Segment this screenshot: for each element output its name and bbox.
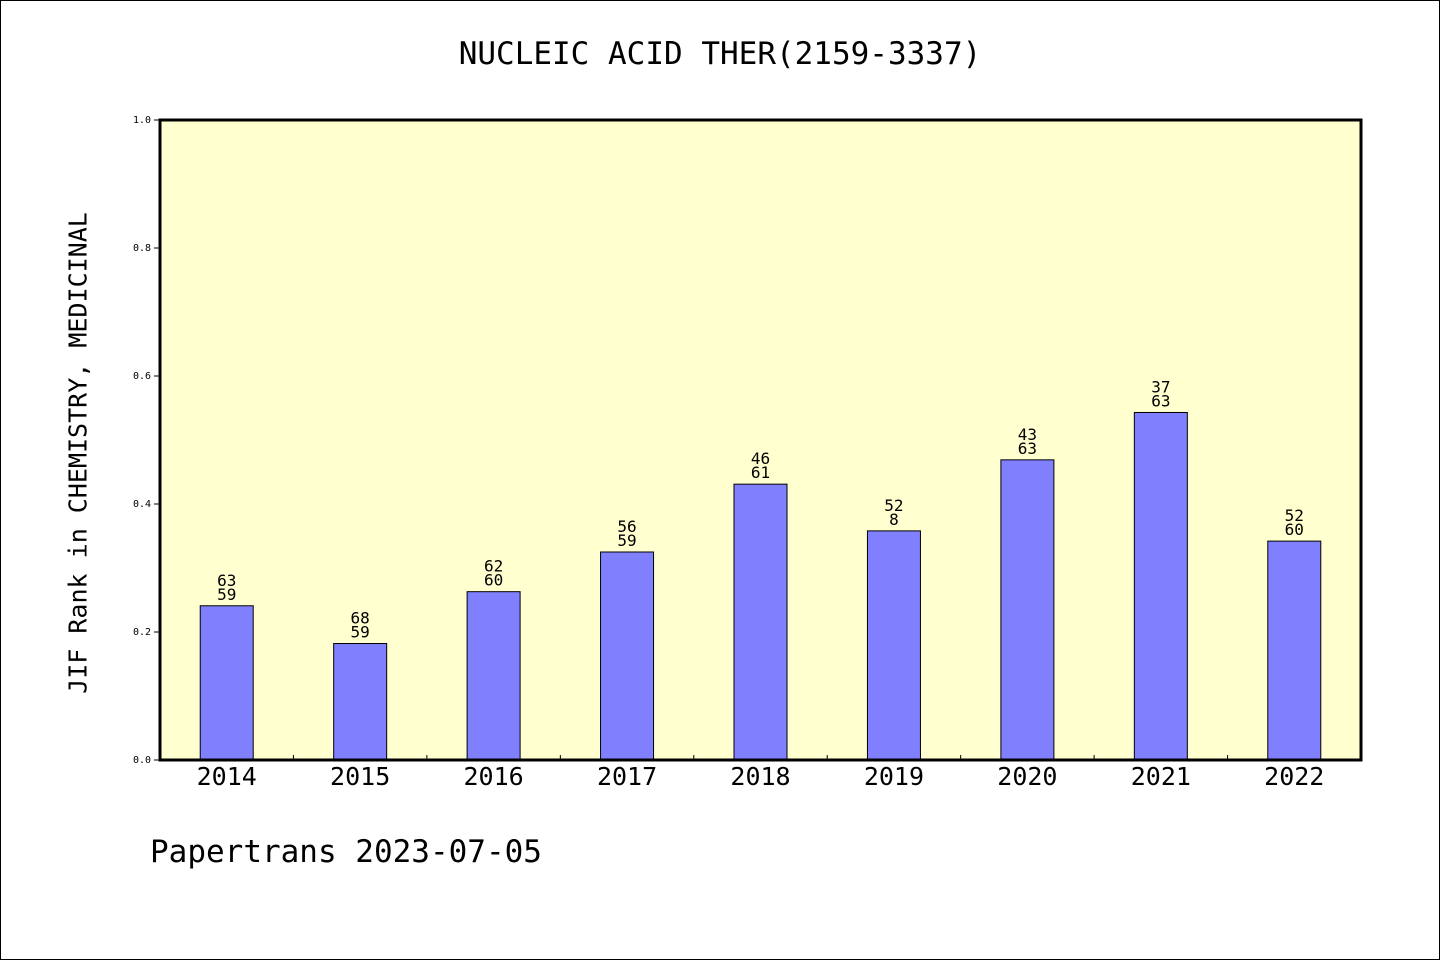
bar-rank-label: 62 bbox=[484, 557, 503, 576]
bar-total-label: 59 bbox=[351, 623, 370, 642]
bar-rank-label: 68 bbox=[351, 609, 370, 628]
bar-total-label: 59 bbox=[217, 585, 236, 604]
bar-total-label: 61 bbox=[751, 463, 770, 482]
x-tick-label: 2014 bbox=[197, 762, 257, 791]
footer-text: Papertrans 2023-07-05 bbox=[150, 834, 542, 870]
x-tick-label: 2018 bbox=[730, 762, 790, 791]
y-tick-label: 0.2 bbox=[133, 627, 151, 638]
bar bbox=[1000, 459, 1055, 761]
bar-rank-label: 63 bbox=[217, 571, 236, 590]
bar-rank-label: 37 bbox=[1151, 377, 1170, 396]
bar bbox=[600, 551, 655, 761]
bar-total-label: 63 bbox=[1018, 439, 1037, 458]
bar-total-label: 63 bbox=[1151, 391, 1170, 410]
bar-total-label: 59 bbox=[617, 531, 636, 550]
bar-rank-label: 46 bbox=[751, 449, 770, 468]
x-tick-label: 2015 bbox=[330, 762, 390, 791]
x-tick-label: 2021 bbox=[1131, 762, 1191, 791]
x-tick-label: 2022 bbox=[1264, 762, 1324, 791]
bar-total-label: 60 bbox=[484, 571, 503, 590]
chart-title: NUCLEIC ACID THER(2159-3337) bbox=[458, 36, 982, 72]
bar bbox=[333, 643, 388, 761]
y-tick-label: 0.8 bbox=[133, 243, 151, 254]
y-tick-label: 1.0 bbox=[133, 115, 151, 126]
bar-rank-label: 52 bbox=[1285, 506, 1304, 525]
x-tick-label: 2019 bbox=[864, 762, 924, 791]
y-tick-label: 0.6 bbox=[133, 371, 151, 382]
plot-border bbox=[158, 118, 1363, 762]
bar-rank-label: 52 bbox=[884, 496, 903, 515]
bar-total-label: 60 bbox=[1285, 520, 1304, 539]
bar-rank-label: 56 bbox=[617, 517, 636, 536]
bar bbox=[1267, 540, 1322, 761]
x-tick-label: 2020 bbox=[997, 762, 1057, 791]
y-tick-label: 0.0 bbox=[133, 755, 151, 766]
bar bbox=[1133, 411, 1188, 761]
bar bbox=[866, 530, 921, 761]
y-tick-label: 0.4 bbox=[133, 499, 151, 510]
bar bbox=[733, 483, 788, 761]
x-tick-label: 2016 bbox=[464, 762, 524, 791]
bar-total-label: 8 bbox=[889, 510, 899, 529]
bar bbox=[199, 605, 254, 761]
x-tick-label: 2017 bbox=[597, 762, 657, 791]
bar-rank-label: 43 bbox=[1018, 425, 1037, 444]
bar bbox=[466, 591, 521, 761]
